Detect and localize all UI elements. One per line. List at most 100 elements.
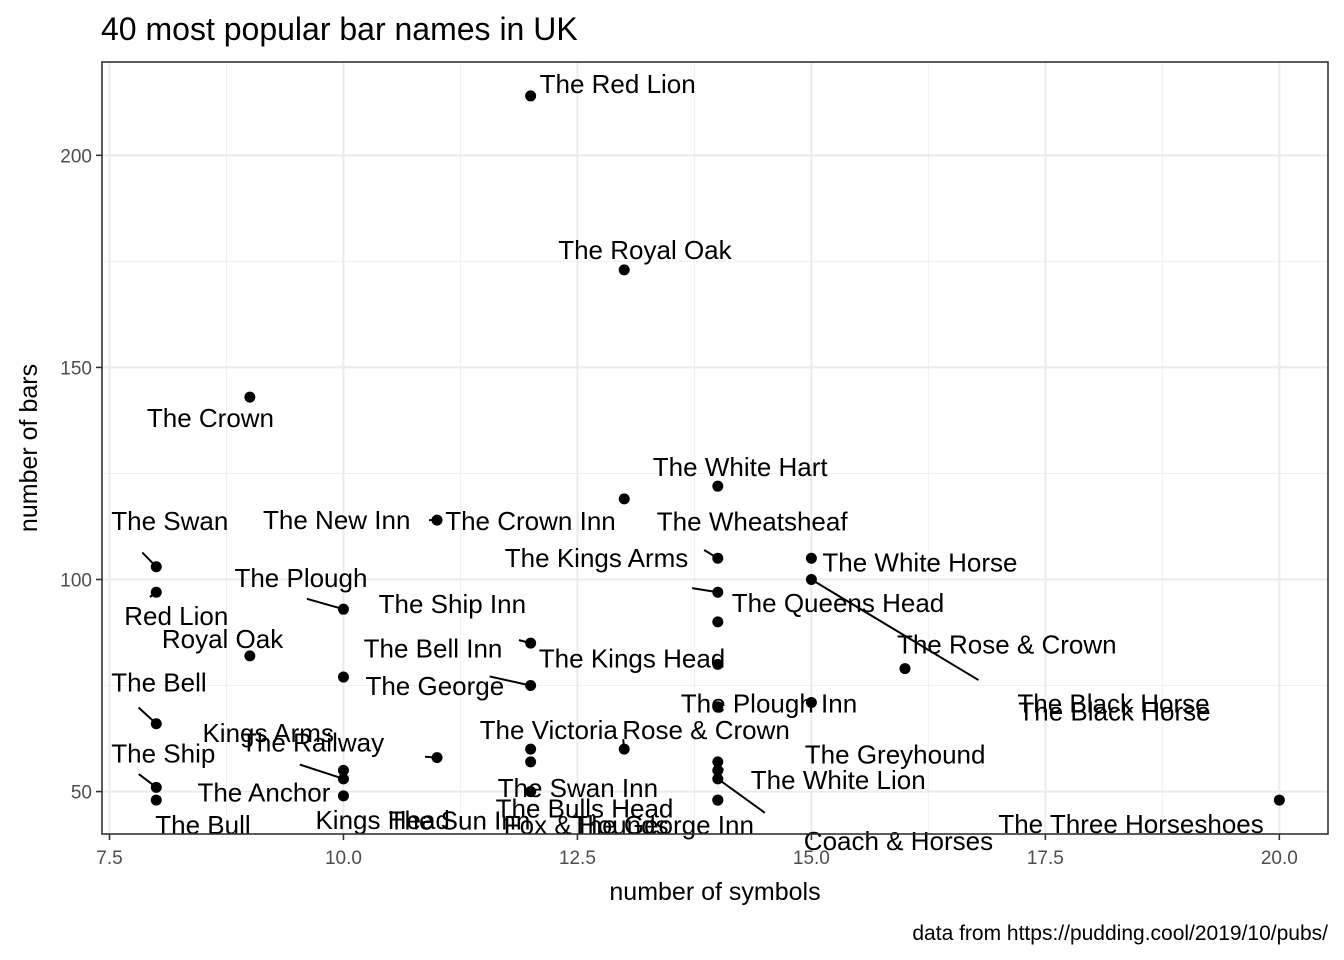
chart-caption: data from https://pudding.cool/2019/10/p…	[912, 922, 1328, 945]
data-point	[337, 764, 349, 776]
y-tick-label: 200	[60, 146, 92, 167]
data-point	[150, 561, 162, 573]
point-label: The Ship Inn	[379, 589, 526, 619]
point-label: Royal Oak	[162, 624, 284, 654]
data-point	[150, 781, 162, 793]
data-point	[712, 756, 724, 768]
data-point	[525, 756, 537, 768]
label-leader-line	[810, 578, 979, 681]
point-label: The White Hart	[653, 452, 829, 482]
point-label: The Plough Inn	[681, 689, 857, 719]
point-label: The Anchor	[197, 777, 330, 807]
label-leader-line	[717, 778, 766, 814]
point-label: The Kings Arms	[505, 543, 689, 573]
point-label: The Swan Inn	[498, 773, 658, 803]
data-point	[712, 552, 724, 564]
data-point	[337, 773, 349, 785]
data-point	[150, 586, 162, 598]
data-point	[618, 493, 630, 505]
data-point	[712, 480, 724, 492]
y-tick-label: 150	[60, 358, 92, 379]
y-tick-label: 50	[71, 783, 92, 804]
data-point	[525, 786, 537, 798]
point-label: The White Horse	[822, 547, 1017, 577]
point-label: The Red Lion	[540, 69, 696, 99]
x-tick-label: 12.5	[559, 848, 596, 869]
data-point	[244, 650, 256, 662]
point-label: The White Lion	[751, 765, 926, 795]
point-label: Rose & Crown	[622, 715, 790, 745]
grid-layer	[102, 62, 1328, 834]
chart-title: 40 most popular bar names in UK	[101, 11, 578, 47]
point-label: Fox & Hounds	[504, 810, 669, 840]
x-tick-label: 7.5	[96, 848, 122, 869]
data-point	[337, 671, 349, 683]
point-label: The New Inn	[263, 505, 410, 535]
point-label: The Rose & Crown	[897, 630, 1117, 660]
data-point	[712, 773, 724, 785]
data-point	[525, 680, 537, 692]
data-point	[618, 264, 630, 276]
data-point	[712, 586, 724, 598]
data-point	[618, 743, 630, 755]
point-label: The Swan	[111, 506, 228, 536]
data-point	[150, 794, 162, 806]
data-point	[805, 573, 817, 585]
x-axis-title: number of symbols	[609, 878, 820, 906]
point-label-layer: The Red Lion The Royal Oak The Crown The Wh…	[111, 69, 1263, 856]
point-label: The Plough	[234, 563, 367, 593]
data-point	[244, 391, 256, 403]
x-tick-label: 10.0	[325, 848, 362, 869]
point-layer	[150, 90, 1285, 806]
point-label: The Bell	[111, 668, 206, 698]
plot-panel-border	[101, 61, 1329, 835]
point-label: The Bulls Head	[496, 794, 674, 824]
point-label: Red Lion	[124, 601, 228, 631]
data-point	[431, 514, 443, 526]
data-point	[150, 718, 162, 730]
point-label: Kings Head	[315, 805, 449, 835]
point-label: Coach & Horses	[804, 826, 993, 856]
axis-layer: 7.5 10.0 12.5 15.0 17.5 20.0 50 100 150 200	[60, 146, 1298, 869]
data-point	[712, 794, 724, 806]
point-label: The Bull	[155, 810, 250, 840]
point-label: The Crown	[147, 403, 274, 433]
point-label: The George Inn	[572, 810, 754, 840]
data-point	[1273, 794, 1285, 806]
data-point	[712, 616, 724, 628]
data-point	[525, 743, 537, 755]
point-label: The Wheatsheaf	[657, 506, 849, 536]
point-label: The Bell Inn	[364, 634, 503, 664]
x-tick-label: 17.5	[1027, 848, 1064, 869]
point-label: The Black Horse	[1017, 688, 1209, 718]
data-point	[525, 637, 537, 649]
data-point	[899, 663, 911, 675]
x-tick-label: 20.0	[1261, 848, 1298, 869]
point-label: The Queens Head	[732, 588, 944, 618]
point-label: The George	[365, 671, 504, 701]
data-point	[805, 697, 817, 709]
label-leader-line	[299, 763, 344, 780]
point-label: The Kings Head	[539, 643, 725, 673]
label-leader-line	[489, 675, 531, 687]
point-label: The Sun Inn	[389, 806, 531, 836]
point-label: The Crown Inn	[445, 506, 616, 536]
point-label: The Greyhound	[805, 739, 986, 769]
data-point	[337, 603, 349, 615]
x-tick-label: 15.0	[793, 848, 830, 869]
y-axis-title: number of bars	[15, 364, 43, 532]
data-point	[712, 701, 724, 713]
data-point	[525, 90, 537, 102]
data-point	[805, 552, 817, 564]
point-label: The Railway	[241, 728, 384, 758]
data-point	[431, 752, 443, 764]
point-label: Kings Arms	[202, 718, 334, 748]
point-label: The Royal Oak	[558, 235, 732, 265]
point-label: The Black Horse	[1018, 697, 1210, 727]
point-label: The Victoria	[480, 715, 619, 745]
data-point	[712, 658, 724, 670]
data-point	[337, 790, 349, 802]
y-tick-label: 100	[60, 570, 92, 591]
